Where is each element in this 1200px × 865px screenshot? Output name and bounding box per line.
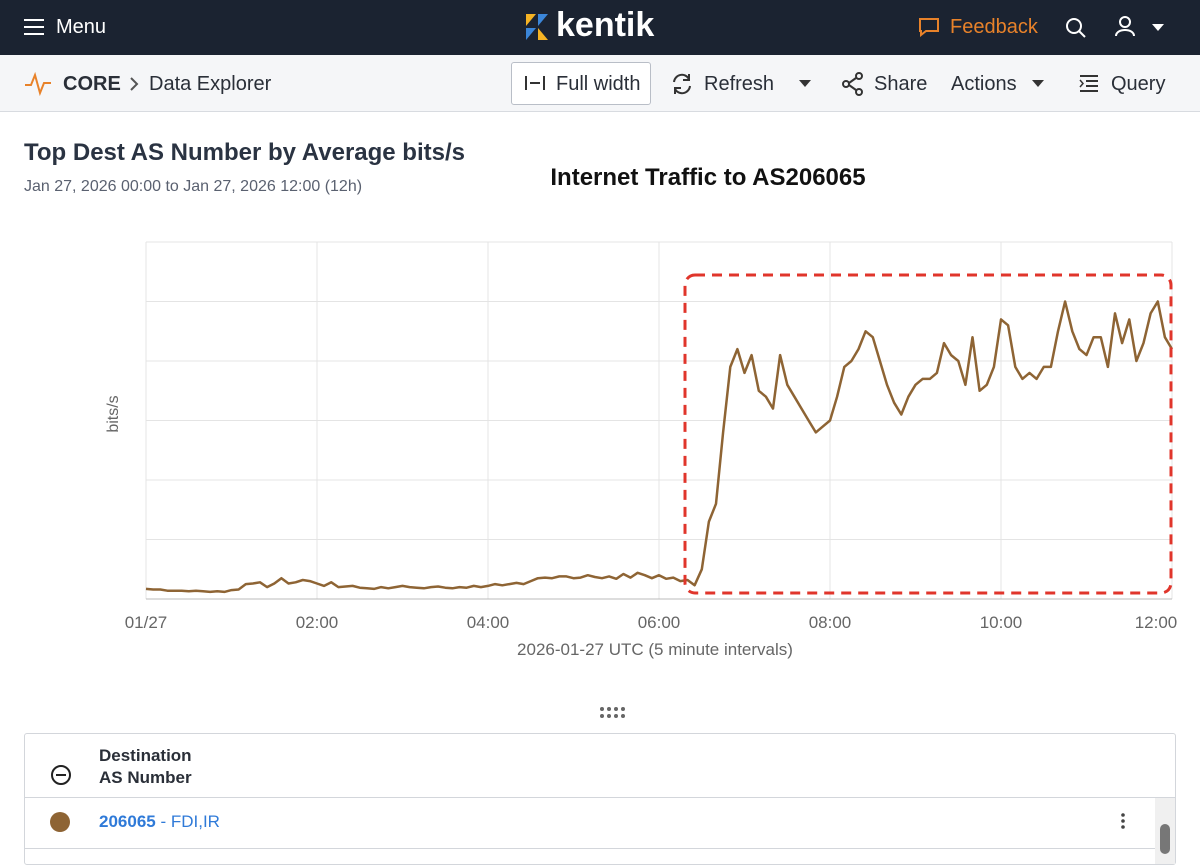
search-icon[interactable]: [1064, 16, 1088, 40]
scrollbar[interactable]: [1155, 798, 1175, 864]
row-swatch: [50, 812, 70, 832]
x-tick-label: 01/27: [125, 613, 168, 632]
menu-icon[interactable]: [24, 18, 46, 36]
row-label[interactable]: 206065 - FDI,IR: [99, 812, 220, 832]
toolbar: CORE Data Explorer Full width Refresh Sh…: [0, 55, 1200, 112]
table: Destination AS Number 206065 - FDI,IR: [24, 733, 1176, 865]
x-tick-label: 10:00: [980, 613, 1023, 632]
panel-title: Top Dest AS Number by Average bits/s: [24, 139, 465, 166]
traffic-line: [145, 300, 1174, 594]
panel-subtitle: Jan 27, 2026 00:00 to Jan 27, 2026 12:00…: [24, 178, 363, 195]
refresh-icon: [673, 73, 691, 95]
logo[interactable]: kentik: [556, 6, 655, 44]
top-nav: Menu kentik Feedback: [0, 0, 1200, 55]
x-axis-label: 2026-01-27 UTC (5 minute intervals): [517, 640, 793, 659]
table-header: Destination AS Number: [25, 734, 1175, 798]
resize-handle[interactable]: [598, 706, 628, 720]
chart-title: Internet Traffic to AS206065: [550, 164, 865, 191]
column-header[interactable]: Destination AS Number: [99, 746, 192, 787]
highlight-box: [683, 273, 1173, 595]
x-tick-label: 08:00: [809, 613, 852, 632]
chart-body: Internet Traffic to AS206065 01/27 02:00 04…: [105, 164, 1177, 659]
y-axis-label: bits/s: [105, 395, 122, 432]
share-icon: [842, 72, 863, 96]
full-width-button[interactable]: Full width: [511, 62, 651, 105]
chart: Internet Traffic to AS206065 01/27 02:00 04…: [105, 164, 1177, 659]
logo-icon: [526, 14, 548, 40]
full-width-icon: [525, 76, 545, 90]
x-tick-label: 06:00: [638, 613, 681, 632]
core-icon: [25, 72, 51, 96]
scroll-thumb[interactable]: [1160, 824, 1170, 854]
full-width: Full width: [556, 73, 641, 95]
row-menu[interactable]: [1118, 812, 1128, 832]
as-desc: - FDI,IR: [160, 812, 220, 831]
menu[interactable]: Menu: [56, 16, 107, 38]
refresh[interactable]: Refresh: [704, 73, 775, 95]
x-tick-label: 04:00: [467, 613, 510, 632]
query-icon: [1079, 75, 1098, 92]
query[interactable]: Query: [1111, 73, 1166, 95]
feedback[interactable]: Feedback: [950, 16, 1038, 38]
user-menu[interactable]: [1114, 14, 1170, 40]
collapse-icon[interactable]: [50, 764, 72, 786]
chevron: [130, 77, 139, 91]
x-tick-label: 02:00: [296, 613, 339, 632]
refresh-dropdown[interactable]: [797, 79, 813, 89]
actions[interactable]: Actions: [951, 73, 1017, 95]
share[interactable]: Share: [874, 73, 928, 95]
asn[interactable]: 206065: [99, 812, 156, 831]
breadcrumb-page: Data Explorer: [149, 73, 272, 95]
x-tick-label: 12:00: [1135, 613, 1178, 632]
feedback-icon: [919, 18, 939, 37]
table-row: 206065 - FDI,IR: [25, 798, 1155, 849]
actions-dropdown[interactable]: [1030, 79, 1046, 89]
breadcrumb-section[interactable]: CORE: [63, 73, 121, 95]
